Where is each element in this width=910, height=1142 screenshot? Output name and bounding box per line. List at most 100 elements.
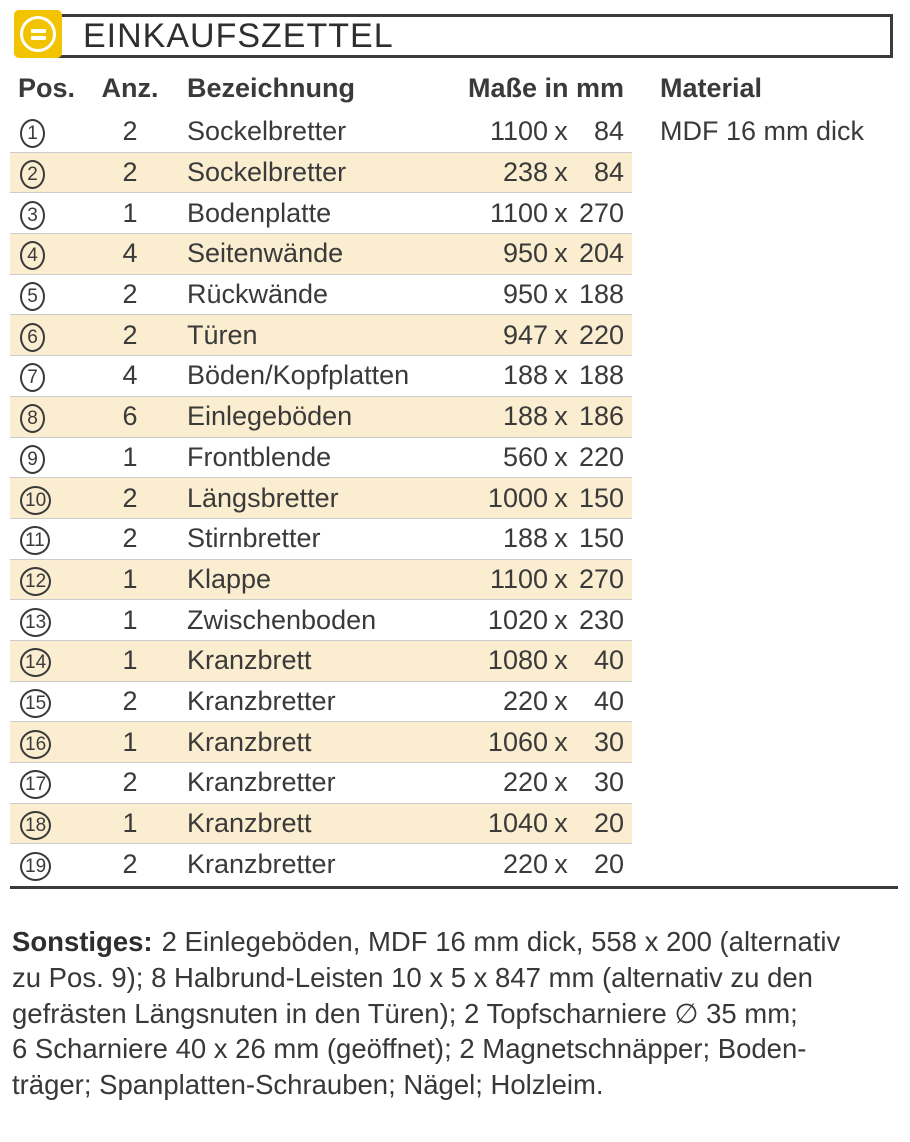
description-cell: Längsbretter: [187, 482, 339, 513]
dimension-separator: x: [554, 645, 568, 676]
description-cell: Böden/Kopfplatten: [187, 360, 410, 391]
table-row: 9 1 Frontblende 560 x 220: [10, 438, 632, 479]
pos-circled-number: 17: [20, 770, 52, 800]
dimension-height: 204: [578, 238, 624, 269]
dimension-height: 20: [593, 849, 624, 880]
quantity-cell: 4: [122, 360, 138, 391]
pos-circled-number: 12: [20, 566, 52, 596]
description-cell: Kranzbretter: [187, 849, 336, 880]
dimension-width: 1100: [489, 116, 548, 147]
dimension-width: 1100: [489, 563, 548, 594]
dimensions-cell: 1100 x 84: [461, 116, 632, 147]
pos-cell: 17: [10, 766, 95, 800]
table-row: 1 2 Sockelbretter 1100 x 84 MDF 16 mm di…: [10, 112, 864, 153]
table-row: 17 2 Kranzbretter 220 x 30: [10, 763, 632, 804]
description-cell: Sockelbretter: [187, 157, 347, 188]
dimension-width: 1040: [487, 808, 548, 839]
table-row: 4 4 Seitenwände 950 x 204: [10, 234, 632, 275]
pos-circled-number: 19: [20, 852, 52, 882]
pos-circled-number: 10: [20, 485, 52, 515]
dimension-separator: x: [554, 523, 568, 554]
dimensions-cell: 1020 x 230: [461, 605, 632, 636]
description-cell: Kranzbretter: [187, 685, 336, 716]
description-cell: Türen: [187, 319, 258, 350]
description-cell: Kranzbrett: [187, 645, 312, 676]
dimensions-cell: 1000 x 150: [461, 483, 632, 514]
dimension-height: 186: [578, 401, 624, 432]
quantity-cell: 1: [122, 645, 138, 676]
dimension-separator: x: [554, 279, 568, 310]
dimension-height: 150: [578, 482, 624, 513]
dimension-separator: x: [554, 157, 568, 188]
dimension-width: 220: [502, 849, 548, 880]
table-rows: 1 2 Sockelbretter 1100 x 84 MDF 16 mm di…: [10, 112, 864, 885]
description-cell: Zwischenboden: [187, 604, 377, 635]
quantity-cell: 2: [122, 319, 138, 350]
pos-circled-number: 2: [20, 160, 45, 190]
equals-bar-top: [30, 28, 46, 33]
dimension-width: 950: [502, 279, 548, 310]
dimension-separator: x: [554, 604, 568, 635]
material-cell: MDF 16 mm dick: [660, 116, 865, 147]
dimension-width: 950: [502, 238, 548, 269]
dimension-separator: x: [554, 238, 568, 269]
pos-cell: 12: [10, 563, 95, 596]
description-cell: Seitenwände: [187, 238, 344, 269]
pos-cell: 14: [10, 644, 95, 678]
quantity-cell: 2: [122, 523, 138, 554]
dimension-width: 1060: [487, 726, 548, 757]
dimension-width: 1000: [487, 482, 548, 513]
dimension-height: 220: [578, 441, 624, 472]
description-cell: Sockelbretter: [187, 116, 347, 147]
table-row: 7 4 Böden/Kopfplatten 188 x 188: [10, 356, 632, 397]
dimension-width: 220: [502, 767, 548, 798]
pos-circled-number: 11: [20, 526, 50, 556]
pos-cell: 16: [10, 726, 95, 759]
dimensions-cell: 188 x 186: [461, 401, 632, 432]
dimensions-cell: 220 x 40: [461, 686, 632, 717]
dimensions-cell: 950 x 204: [461, 238, 632, 269]
pos-cell: 6: [10, 319, 95, 352]
dimensions-cell: 220 x 20: [461, 849, 632, 880]
pos-circled-number: 16: [20, 729, 52, 759]
quantity-cell: 1: [122, 563, 138, 594]
quantity-cell: 2: [122, 482, 138, 513]
page-title: EINKAUFSZETTEL: [83, 16, 394, 55]
dimension-separator: x: [554, 767, 568, 798]
table-row: 12 1 Klappe 1100 x 270: [10, 559, 632, 601]
description-cell: Kranzbrett: [187, 808, 312, 839]
pos-cell: 15: [10, 685, 95, 718]
description-cell: Stirnbretter: [187, 523, 321, 554]
dimensions-cell: 1040 x 20: [461, 808, 632, 839]
quantity-cell: 6: [122, 401, 138, 432]
description-cell: Rückwände: [187, 279, 329, 310]
dimension-separator: x: [554, 360, 568, 391]
table-row: 11 2 Stirnbretter 188 x 150: [10, 519, 632, 560]
col-header-pos: Pos.: [18, 72, 76, 103]
dimension-separator: x: [554, 319, 568, 350]
dimension-separator: x: [554, 726, 568, 757]
table-row: 5 2 Rückwände 950 x 188: [10, 275, 632, 316]
dimension-separator: x: [554, 685, 568, 716]
dimensions-cell: 1100 x 270: [461, 198, 632, 229]
dimension-width: 1020: [487, 604, 548, 635]
table-row: 15 2 Kranzbretter 220 x 40: [10, 682, 632, 723]
quantity-cell: 2: [122, 685, 138, 716]
pos-cell: 1: [10, 115, 95, 149]
pos-circled-number: 7: [20, 363, 45, 393]
pos-cell: 9: [10, 441, 95, 474]
dimension-height: 40: [593, 685, 624, 716]
notes-text: 2 Einlegeböden, MDF 16 mm dick, 558 x 20…: [12, 926, 841, 1101]
dimension-separator: x: [554, 808, 568, 839]
dimension-height: 40: [593, 645, 624, 676]
pos-circled-number: 13: [20, 607, 52, 637]
dimension-height: 270: [578, 197, 624, 228]
dimension-width: 220: [502, 685, 548, 716]
dimension-height: 220: [578, 319, 624, 350]
dimension-width: 947: [502, 319, 548, 350]
dimension-height: 84: [593, 116, 624, 147]
description-cell: Klappe: [187, 563, 272, 594]
pos-cell: 4: [10, 237, 95, 271]
pos-circled-number: 14: [20, 648, 52, 678]
